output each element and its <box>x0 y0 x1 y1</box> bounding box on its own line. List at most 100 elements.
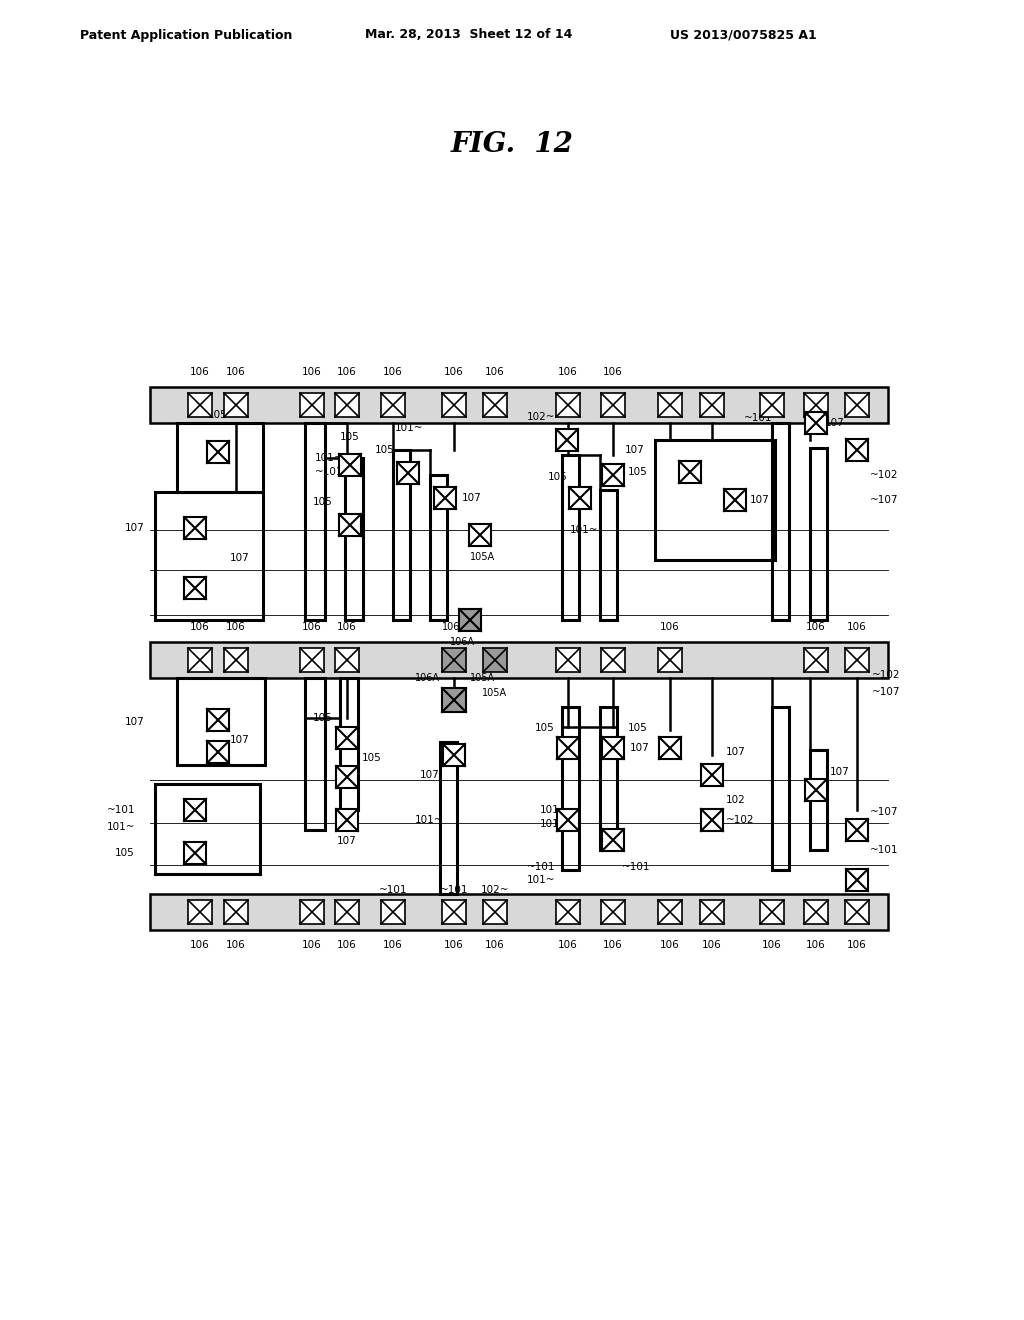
Bar <box>556 648 580 672</box>
Bar <box>459 609 481 631</box>
Text: 106: 106 <box>702 940 722 950</box>
Bar <box>562 455 579 620</box>
Bar <box>224 900 248 924</box>
Text: 101~: 101~ <box>540 818 568 829</box>
Text: 105: 105 <box>208 411 228 420</box>
Text: 107: 107 <box>750 495 770 506</box>
Text: ~101: ~101 <box>106 805 135 814</box>
Text: ~101: ~101 <box>870 845 898 855</box>
Bar <box>701 764 723 785</box>
Text: 105: 105 <box>116 847 135 858</box>
Text: 106: 106 <box>190 622 210 632</box>
Bar <box>150 387 888 422</box>
Bar <box>845 900 869 924</box>
Bar <box>556 393 580 417</box>
Text: 105: 105 <box>313 713 333 723</box>
Bar <box>804 900 828 924</box>
Bar <box>700 393 724 417</box>
Text: 107: 107 <box>825 418 845 428</box>
Text: ~101: ~101 <box>439 884 468 895</box>
Bar <box>659 737 681 759</box>
Text: 106: 106 <box>337 622 357 632</box>
Bar <box>184 577 206 599</box>
Text: US 2013/0075825 A1: US 2013/0075825 A1 <box>670 29 817 41</box>
Text: 105: 105 <box>628 467 648 477</box>
Bar <box>207 709 229 731</box>
Bar <box>430 475 447 620</box>
Bar <box>442 648 466 672</box>
Text: 106: 106 <box>660 940 680 950</box>
Text: 106: 106 <box>190 367 210 378</box>
Bar <box>184 517 206 539</box>
Text: ~107: ~107 <box>870 495 898 506</box>
Text: 101~: 101~ <box>315 453 343 463</box>
Bar <box>336 727 358 748</box>
Text: 105A: 105A <box>470 552 496 562</box>
Bar <box>602 829 624 851</box>
Text: 107: 107 <box>125 717 145 727</box>
Bar <box>700 900 724 924</box>
Bar <box>805 412 827 434</box>
Text: ~101: ~101 <box>526 862 555 873</box>
Bar <box>600 490 617 620</box>
Bar <box>188 393 212 417</box>
Bar <box>658 648 682 672</box>
Bar <box>177 422 263 492</box>
Text: 105A: 105A <box>482 688 508 698</box>
Bar <box>397 462 419 484</box>
Bar <box>150 642 888 678</box>
Text: 106A: 106A <box>450 638 474 647</box>
Text: 106: 106 <box>190 940 210 950</box>
Text: 102: 102 <box>726 795 745 805</box>
Bar <box>177 678 265 766</box>
Bar <box>335 900 359 924</box>
Text: 106: 106 <box>226 367 246 378</box>
Text: 105: 105 <box>362 752 382 763</box>
Bar <box>602 465 624 486</box>
Bar <box>440 742 457 894</box>
Text: 105: 105 <box>628 723 648 733</box>
Bar <box>305 678 325 830</box>
Text: 106: 106 <box>302 367 322 378</box>
Bar <box>655 440 775 560</box>
Text: ~107: ~107 <box>872 686 900 697</box>
Text: 107: 107 <box>420 770 440 780</box>
Bar <box>556 429 578 451</box>
Bar <box>335 393 359 417</box>
Text: 102~: 102~ <box>480 884 509 895</box>
Text: 106: 106 <box>603 367 623 378</box>
Text: 107: 107 <box>830 767 850 777</box>
Bar <box>155 492 263 620</box>
Text: 106: 106 <box>806 622 826 632</box>
Text: 106: 106 <box>226 940 246 950</box>
Bar <box>393 450 410 620</box>
Bar <box>658 900 682 924</box>
Text: 106: 106 <box>226 622 246 632</box>
Bar <box>658 393 682 417</box>
Text: 106: 106 <box>558 940 578 950</box>
Bar <box>483 900 507 924</box>
Text: 106A: 106A <box>415 673 440 682</box>
Bar <box>845 393 869 417</box>
Bar <box>381 900 406 924</box>
Bar <box>381 393 406 417</box>
Bar <box>335 648 359 672</box>
Text: 106: 106 <box>383 940 402 950</box>
Bar <box>601 900 625 924</box>
Bar <box>442 688 466 711</box>
Text: 107: 107 <box>626 445 645 455</box>
Text: 106: 106 <box>558 367 578 378</box>
Bar <box>845 648 869 672</box>
Bar <box>443 744 465 766</box>
Bar <box>345 458 362 620</box>
Text: 106: 106 <box>603 940 623 950</box>
Bar <box>300 393 324 417</box>
Text: Mar. 28, 2013  Sheet 12 of 14: Mar. 28, 2013 Sheet 12 of 14 <box>365 29 572 41</box>
Text: 101~: 101~ <box>526 875 555 884</box>
Text: 107: 107 <box>230 735 250 744</box>
Text: 106: 106 <box>444 940 464 950</box>
Bar <box>483 393 507 417</box>
Bar <box>562 708 579 870</box>
Text: 106: 106 <box>806 940 826 950</box>
Bar <box>184 842 206 865</box>
